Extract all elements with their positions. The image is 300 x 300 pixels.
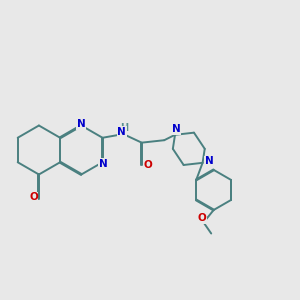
Text: N: N [118,127,126,137]
Text: N: N [77,119,86,129]
Text: N: N [205,156,214,166]
Text: N: N [99,159,107,169]
Text: O: O [29,193,38,202]
Text: N: N [172,124,181,134]
Text: O: O [144,160,153,170]
Text: H: H [120,122,128,133]
Text: O: O [198,213,206,223]
